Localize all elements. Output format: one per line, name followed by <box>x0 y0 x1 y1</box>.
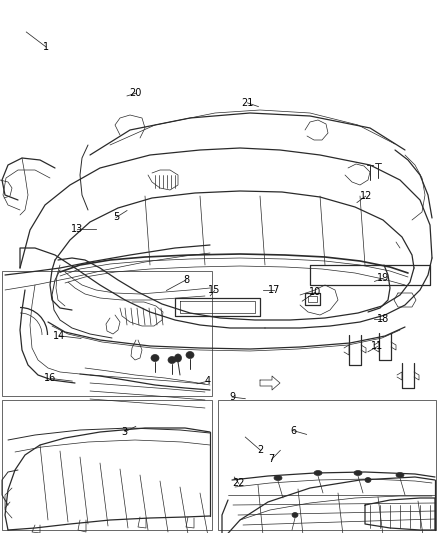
Bar <box>218 400 436 530</box>
Text: 15: 15 <box>208 286 221 295</box>
Text: 2: 2 <box>258 446 264 455</box>
Text: 16: 16 <box>44 374 57 383</box>
Text: 4: 4 <box>205 376 211 386</box>
Ellipse shape <box>174 354 181 362</box>
Text: 10: 10 <box>309 287 321 297</box>
Text: 5: 5 <box>113 213 119 222</box>
Text: 7: 7 <box>268 455 275 464</box>
Text: 11: 11 <box>371 342 384 351</box>
Ellipse shape <box>151 354 159 361</box>
Ellipse shape <box>292 513 298 518</box>
Text: 9: 9 <box>229 392 235 402</box>
Ellipse shape <box>365 478 371 482</box>
Text: 6: 6 <box>290 426 297 435</box>
Text: 1: 1 <box>43 42 49 52</box>
Text: 17: 17 <box>268 286 280 295</box>
Text: 20: 20 <box>130 88 142 98</box>
Ellipse shape <box>274 475 282 481</box>
Text: 18: 18 <box>377 314 389 324</box>
Ellipse shape <box>314 471 322 475</box>
Bar <box>2 400 212 530</box>
Text: 19: 19 <box>377 273 389 283</box>
Text: 8: 8 <box>183 275 189 285</box>
Bar <box>2 271 212 396</box>
Text: 22: 22 <box>233 479 245 488</box>
Text: 21: 21 <box>241 98 254 108</box>
Ellipse shape <box>354 471 362 475</box>
Text: 13: 13 <box>71 224 83 234</box>
Ellipse shape <box>396 472 404 478</box>
Text: 3: 3 <box>122 427 128 437</box>
Text: 14: 14 <box>53 331 65 341</box>
Ellipse shape <box>186 351 194 359</box>
Ellipse shape <box>168 357 176 364</box>
Text: 12: 12 <box>360 191 372 201</box>
